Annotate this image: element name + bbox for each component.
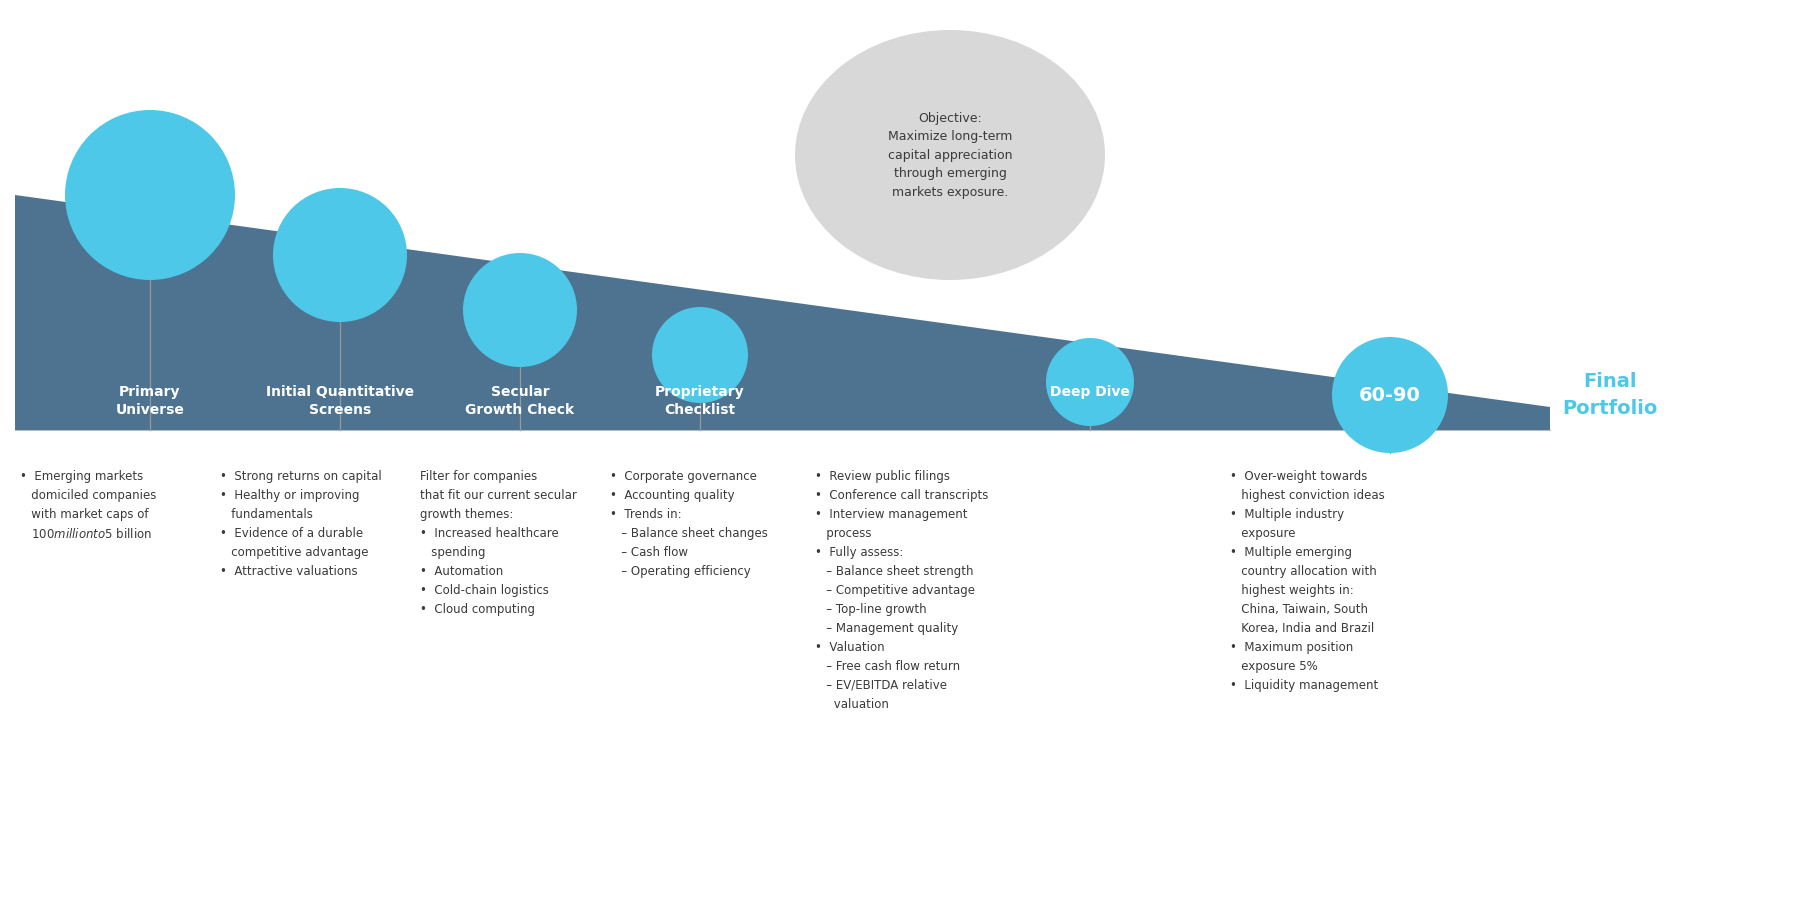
Text: – Cash flow: – Cash flow [610, 546, 688, 559]
Text: spending: spending [420, 546, 486, 559]
Text: – Balance sheet changes: – Balance sheet changes [610, 527, 768, 540]
Text: 60-90: 60-90 [1360, 386, 1421, 405]
Text: country allocation with: country allocation with [1230, 565, 1376, 578]
Text: that fit our current secular: that fit our current secular [420, 489, 577, 502]
Text: •  Healthy or improving: • Healthy or improving [220, 489, 360, 502]
Text: valuation: valuation [815, 698, 888, 711]
Ellipse shape [795, 30, 1105, 280]
Text: with market caps of: with market caps of [20, 508, 149, 521]
Text: •  Liquidity management: • Liquidity management [1230, 679, 1378, 692]
Text: •  Attractive valuations: • Attractive valuations [220, 565, 357, 578]
Text: China, Taiwain, South: China, Taiwain, South [1230, 603, 1369, 616]
Text: – Free cash flow return: – Free cash flow return [815, 660, 961, 673]
Text: – Balance sheet strength: – Balance sheet strength [815, 565, 974, 578]
Text: •  Valuation: • Valuation [815, 641, 885, 654]
Text: Deep Dive: Deep Dive [1050, 385, 1130, 399]
Text: Secular
Growth Check: Secular Growth Check [466, 385, 575, 417]
Text: – Management quality: – Management quality [815, 622, 959, 635]
Circle shape [652, 307, 748, 403]
Text: •  Accounting quality: • Accounting quality [610, 489, 735, 502]
Text: – EV/EBITDA relative: – EV/EBITDA relative [815, 679, 946, 692]
Text: •  Multiple emerging: • Multiple emerging [1230, 546, 1352, 559]
Text: •  Strong returns on capital: • Strong returns on capital [220, 470, 382, 483]
Text: $100 million to $5 billion: $100 million to $5 billion [20, 527, 153, 541]
Circle shape [462, 253, 577, 367]
Text: •  Trends in:: • Trends in: [610, 508, 682, 521]
Circle shape [273, 188, 408, 322]
Text: •  Automation: • Automation [420, 565, 504, 578]
Text: Primary
Universe: Primary Universe [115, 385, 184, 417]
Text: Objective:
Maximize long-term
capital appreciation
through emerging
markets expo: Objective: Maximize long-term capital ap… [888, 111, 1012, 198]
Text: domiciled companies: domiciled companies [20, 489, 157, 502]
Text: •  Fully assess:: • Fully assess: [815, 546, 903, 559]
Text: •  Emerging markets: • Emerging markets [20, 470, 144, 483]
Text: – Top-line growth: – Top-line growth [815, 603, 926, 616]
Text: Final
Portfolio: Final Portfolio [1562, 372, 1658, 418]
Text: – Operating efficiency: – Operating efficiency [610, 565, 750, 578]
Text: – Competitive advantage: – Competitive advantage [815, 584, 976, 597]
Text: •  Corporate governance: • Corporate governance [610, 470, 757, 483]
Text: process: process [815, 527, 872, 540]
Text: Filter for companies: Filter for companies [420, 470, 537, 483]
Text: •  Increased healthcare: • Increased healthcare [420, 527, 559, 540]
Text: •  Maximum position: • Maximum position [1230, 641, 1354, 654]
Text: highest weights in:: highest weights in: [1230, 584, 1354, 597]
Text: exposure 5%: exposure 5% [1230, 660, 1318, 673]
Text: exposure: exposure [1230, 527, 1296, 540]
Circle shape [1046, 338, 1134, 426]
Text: •  Over-weight towards: • Over-weight towards [1230, 470, 1367, 483]
Text: competitive advantage: competitive advantage [220, 546, 368, 559]
Text: Initial Quantitative
Screens: Initial Quantitative Screens [266, 385, 415, 417]
Circle shape [66, 110, 235, 280]
Text: fundamentals: fundamentals [220, 508, 313, 521]
Text: growth themes:: growth themes: [420, 508, 513, 521]
Text: •  Interview management: • Interview management [815, 508, 968, 521]
Circle shape [1332, 337, 1449, 453]
Text: •  Cold-chain logistics: • Cold-chain logistics [420, 584, 550, 597]
Text: highest conviction ideas: highest conviction ideas [1230, 489, 1385, 502]
Text: •  Multiple industry: • Multiple industry [1230, 508, 1345, 521]
Text: •  Evidence of a durable: • Evidence of a durable [220, 527, 364, 540]
Text: Korea, India and Brazil: Korea, India and Brazil [1230, 622, 1374, 635]
Text: •  Cloud computing: • Cloud computing [420, 603, 535, 616]
Text: •  Review public filings: • Review public filings [815, 470, 950, 483]
Text: •  Conference call transcripts: • Conference call transcripts [815, 489, 988, 502]
Text: Proprietary
Checklist: Proprietary Checklist [655, 385, 744, 417]
Polygon shape [15, 195, 1551, 430]
